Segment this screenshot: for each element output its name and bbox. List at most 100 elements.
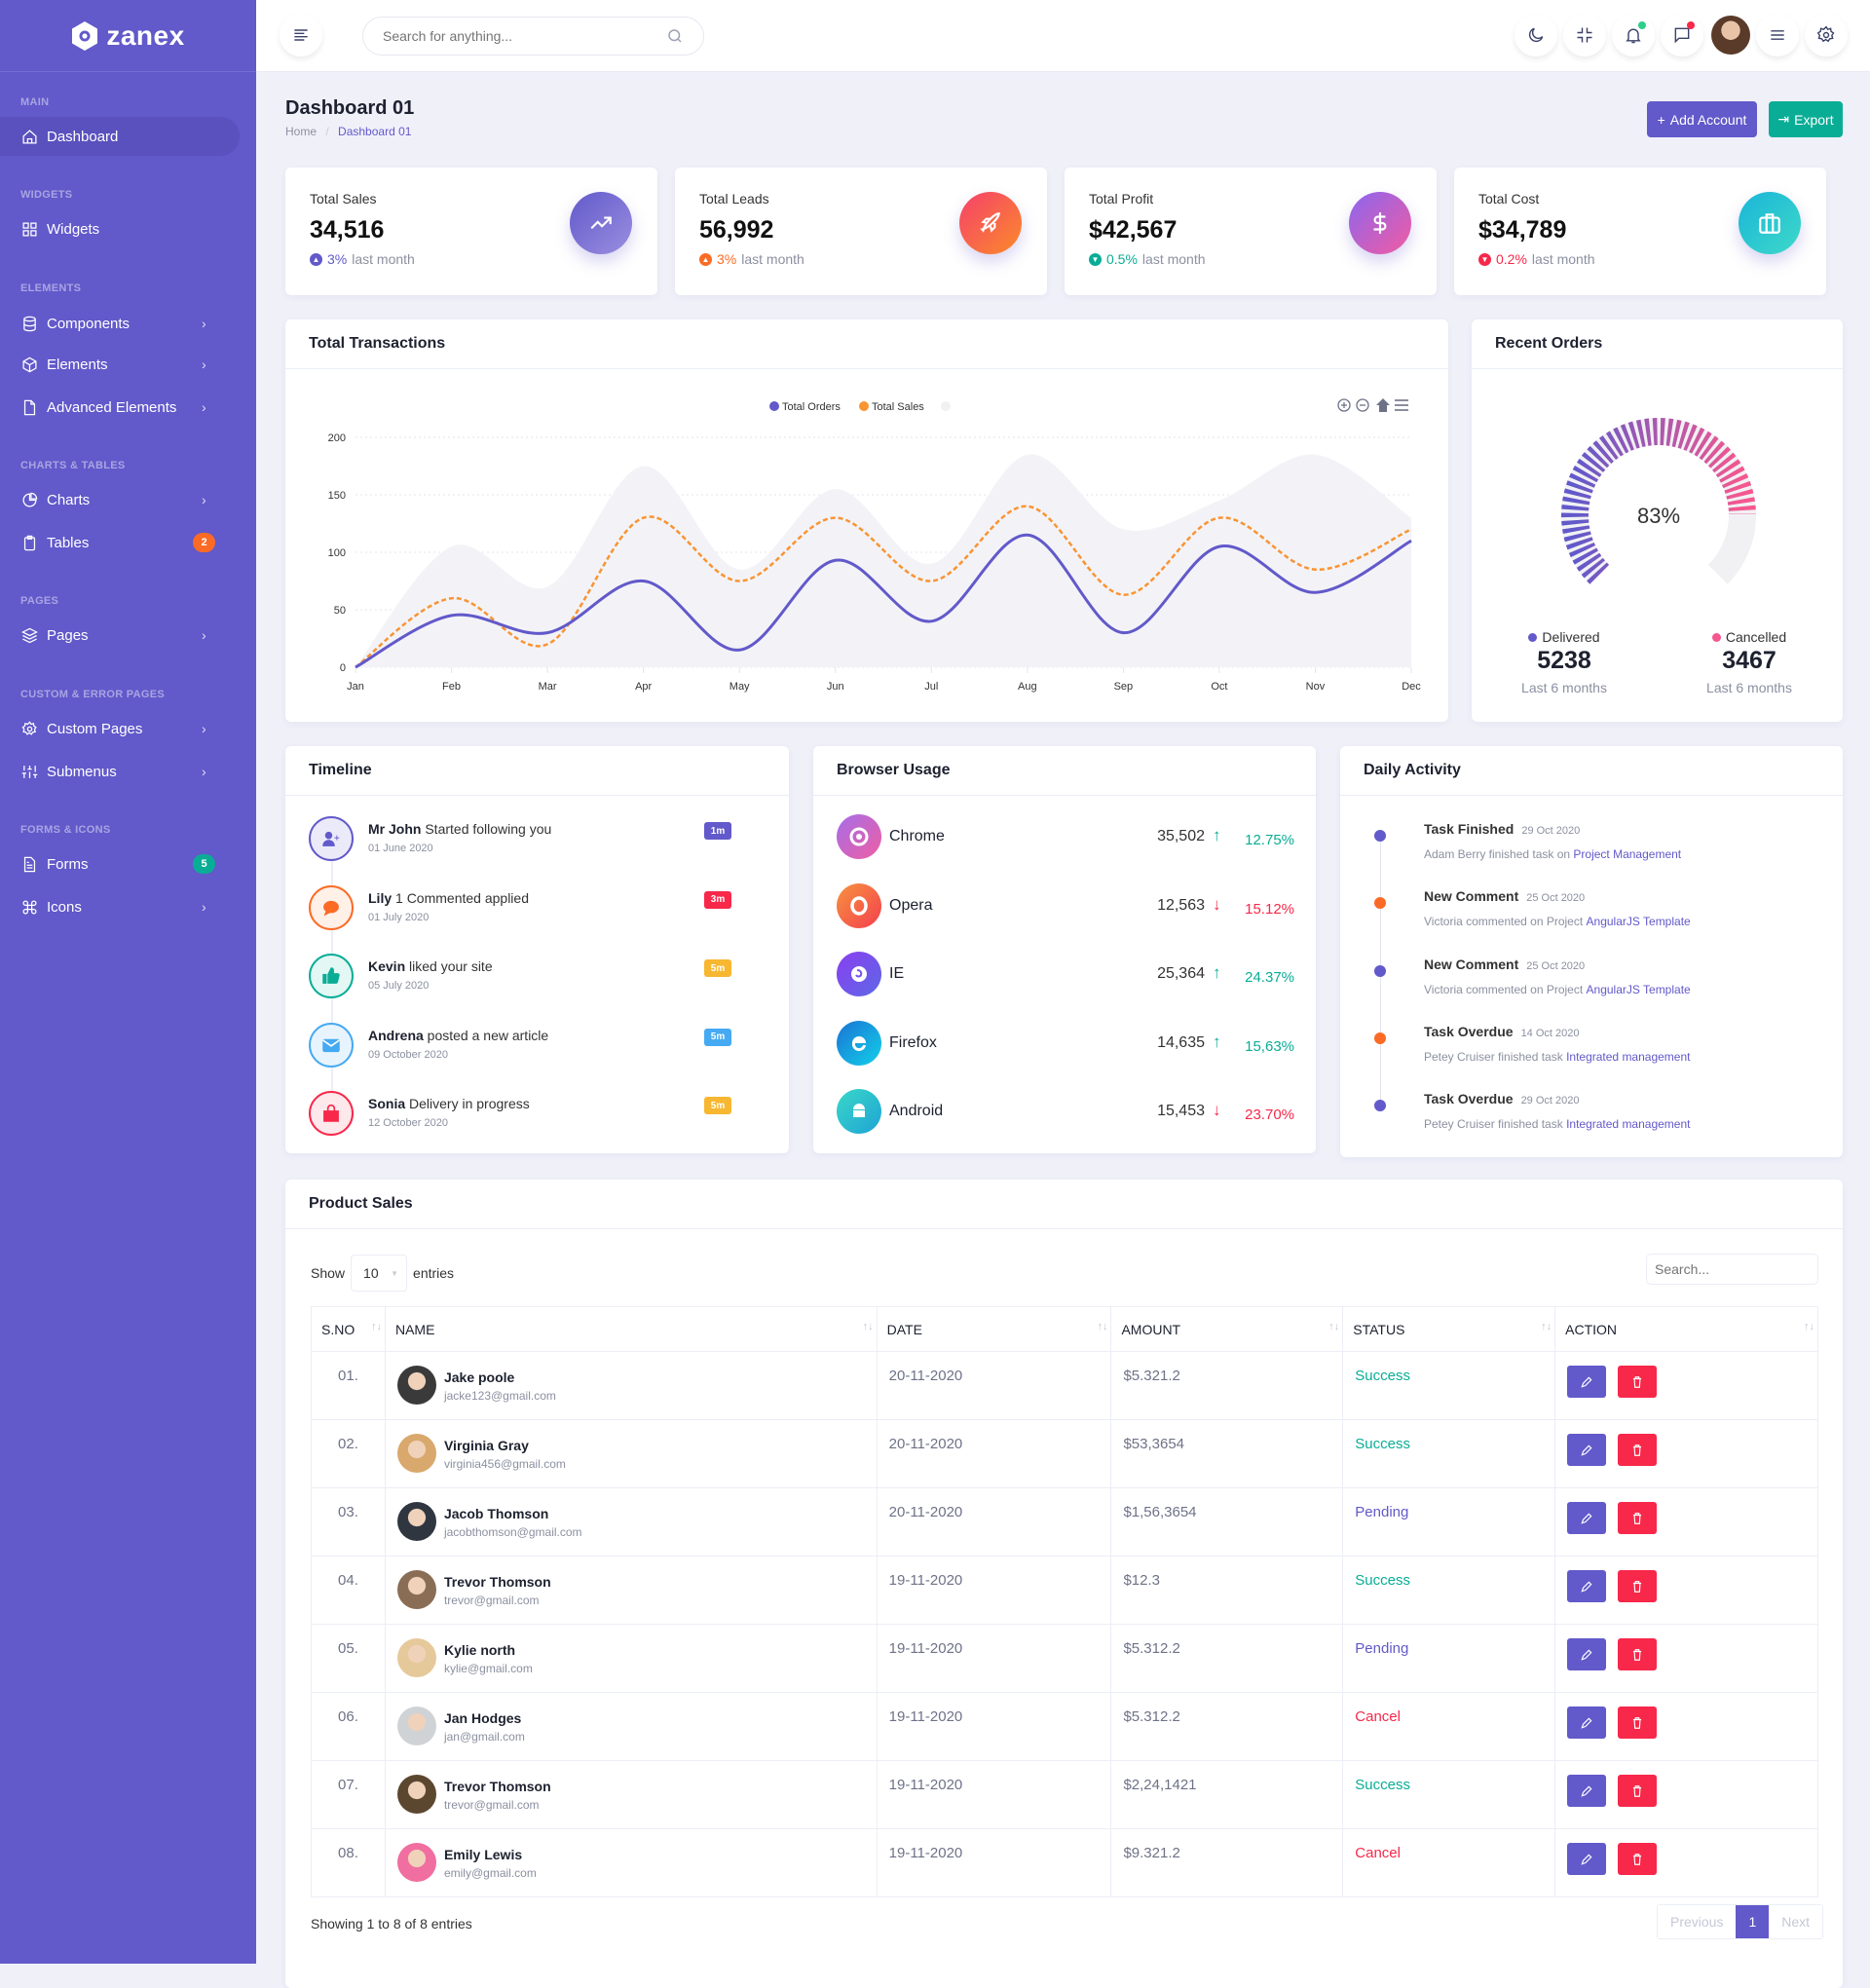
- activity-link[interactable]: Project Management: [1573, 847, 1682, 861]
- settings-button[interactable]: [1805, 14, 1848, 56]
- edit-button[interactable]: [1567, 1775, 1607, 1807]
- column-header-label: S.NO: [321, 1321, 355, 1337]
- name-cell: Kylie north kylie@gmail.com: [384, 1624, 878, 1693]
- x-tick-label: Feb: [442, 681, 461, 693]
- sort-icon[interactable]: ↑↓: [1804, 1321, 1814, 1332]
- browser-logo: [837, 814, 881, 859]
- fullscreen-button[interactable]: [1563, 14, 1606, 56]
- table-search-input[interactable]: [1646, 1254, 1818, 1285]
- sidebar-item-widgets[interactable]: Widgets: [0, 209, 240, 248]
- timeline-text: Mr John Started following you: [368, 821, 551, 837]
- column-header-status[interactable]: STATUS ↑↓: [1342, 1306, 1556, 1352]
- activity-link[interactable]: Integrated management: [1566, 1049, 1691, 1064]
- sort-icon[interactable]: ↑↓: [1541, 1321, 1552, 1332]
- export-button[interactable]: ⇥ Export: [1769, 101, 1843, 137]
- brand-logo[interactable]: zanex: [0, 0, 256, 72]
- stat-change-suffix: last month: [352, 251, 415, 267]
- edit-button[interactable]: [1567, 1434, 1607, 1466]
- timeline-date: 01 July 2020: [368, 911, 430, 923]
- activity-link[interactable]: Integrated management: [1566, 1117, 1691, 1132]
- delete-button[interactable]: [1618, 1843, 1658, 1875]
- sidebar-item-elements[interactable]: Elements ›: [0, 345, 240, 384]
- sidebar-item-components[interactable]: Components ›: [0, 304, 240, 343]
- edit-button[interactable]: [1567, 1502, 1607, 1534]
- activity-dot: [1374, 964, 1386, 977]
- previous-page-button[interactable]: Previous: [1670, 1914, 1724, 1930]
- edit-button[interactable]: [1567, 1638, 1607, 1670]
- sidebar-item-tables[interactable]: Tables 2: [0, 523, 240, 562]
- edit-button[interactable]: [1567, 1570, 1607, 1602]
- delete-button[interactable]: [1618, 1775, 1658, 1807]
- chart-menu-icon[interactable]: [1395, 399, 1408, 411]
- timeline-time-badge: 1m: [704, 822, 731, 840]
- activity-title: New Comment 25 Oct 2020: [1424, 888, 1585, 904]
- sidebar-item-custom-pages[interactable]: Custom Pages ›: [0, 709, 240, 748]
- total-transactions-card: Total Transactions 0 50 100 150 200 Jan Feb Mar…: [285, 319, 1448, 722]
- sidebar-item-pages[interactable]: Pages ›: [0, 616, 240, 655]
- column-header-action[interactable]: ACTION ↑↓: [1554, 1306, 1818, 1352]
- search-input[interactable]: [383, 28, 666, 44]
- add-account-button[interactable]: + Add Account: [1647, 101, 1757, 137]
- column-header-sno[interactable]: S.NO ↑↓: [311, 1306, 386, 1352]
- delete-button[interactable]: [1618, 1502, 1658, 1534]
- right-menu-button[interactable]: [1756, 14, 1799, 56]
- zoom-in-icon[interactable]: [1337, 398, 1351, 412]
- sidebar-item-dashboard[interactable]: Dashboard: [0, 117, 240, 156]
- delete-button[interactable]: [1618, 1707, 1658, 1739]
- timeline-icon-circle: [309, 1022, 354, 1068]
- sidebar-item-advanced-elements[interactable]: Advanced Elements ›: [0, 388, 240, 427]
- edit-button[interactable]: [1567, 1843, 1607, 1875]
- search-bar[interactable]: [362, 17, 704, 56]
- sort-icon[interactable]: ↑↓: [1097, 1321, 1108, 1332]
- sidebar-item-icons[interactable]: Icons ›: [0, 887, 240, 926]
- timeline-item: Sonia Delivery in progress 12 October 202…: [309, 1091, 776, 1149]
- page-1-button[interactable]: 1: [1736, 1905, 1770, 1938]
- sort-icon[interactable]: ↑↓: [1328, 1321, 1340, 1332]
- sidebar-toggle-button[interactable]: [280, 14, 322, 56]
- delete-button[interactable]: [1618, 1366, 1658, 1398]
- delete-button[interactable]: [1618, 1570, 1658, 1602]
- browser-name: Opera: [889, 896, 933, 914]
- entries-select[interactable]: 10 ▼: [351, 1255, 408, 1292]
- delete-button[interactable]: [1618, 1434, 1658, 1466]
- delete-button[interactable]: [1618, 1638, 1658, 1670]
- next-page-button[interactable]: Next: [1781, 1914, 1811, 1930]
- timeline-date: 09 October 2020: [368, 1048, 448, 1061]
- zoom-out-icon[interactable]: [1356, 398, 1369, 412]
- notifications-button[interactable]: [1612, 14, 1655, 56]
- date-cell: 19-11-2020: [876, 1760, 1112, 1829]
- sort-icon[interactable]: ↑↓: [370, 1321, 382, 1332]
- column-header-name[interactable]: NAME ↑↓: [384, 1306, 878, 1352]
- x-tick-label: Jul: [924, 681, 938, 693]
- sidebar-section-label: FORMS & ICONS: [20, 824, 111, 836]
- user-avatar[interactable]: [1711, 16, 1750, 55]
- date-cell: 20-11-2020: [876, 1419, 1112, 1488]
- menu-icon: [294, 29, 308, 41]
- sort-icon[interactable]: ↑↓: [862, 1321, 874, 1332]
- minimize-icon: [1577, 27, 1592, 43]
- avatar: [396, 1843, 436, 1882]
- sidebar-item-submenus[interactable]: Submenus ›: [0, 752, 240, 791]
- arrow-up-circle-icon: ▲: [699, 252, 712, 266]
- dark-mode-button[interactable]: [1515, 14, 1557, 56]
- search-icon[interactable]: [666, 27, 684, 45]
- home-reset-icon[interactable]: [1376, 398, 1390, 412]
- breadcrumb-home[interactable]: Home: [285, 125, 318, 138]
- legend-marker: [859, 401, 869, 411]
- edit-button[interactable]: [1567, 1707, 1607, 1739]
- sidebar-item-charts[interactable]: Charts ›: [0, 480, 240, 519]
- dollar-icon: [1373, 212, 1387, 234]
- messages-button[interactable]: [1661, 14, 1703, 56]
- column-header-date[interactable]: DATE ↑↓: [876, 1306, 1112, 1352]
- status-cell: Success: [1342, 1760, 1556, 1829]
- sidebar-item-forms[interactable]: Forms 5: [0, 844, 240, 883]
- trash-icon: [1633, 1580, 1642, 1593]
- edit-button[interactable]: [1567, 1366, 1607, 1398]
- timeline-card: Timeline Mr John Started following you 01…: [285, 746, 789, 1153]
- sidebar-section-label: MAIN: [20, 96, 50, 108]
- table-row: 08. Emily Lewis emily@gmail.com 19-11-2020 $…: [311, 1828, 1818, 1897]
- column-header-amount[interactable]: AMOUNT ↑↓: [1110, 1306, 1344, 1352]
- stat-change-suffix: last month: [1531, 251, 1595, 267]
- activity-link[interactable]: AngularJS Template: [1586, 982, 1691, 996]
- activity-link[interactable]: AngularJS Template: [1586, 915, 1691, 929]
